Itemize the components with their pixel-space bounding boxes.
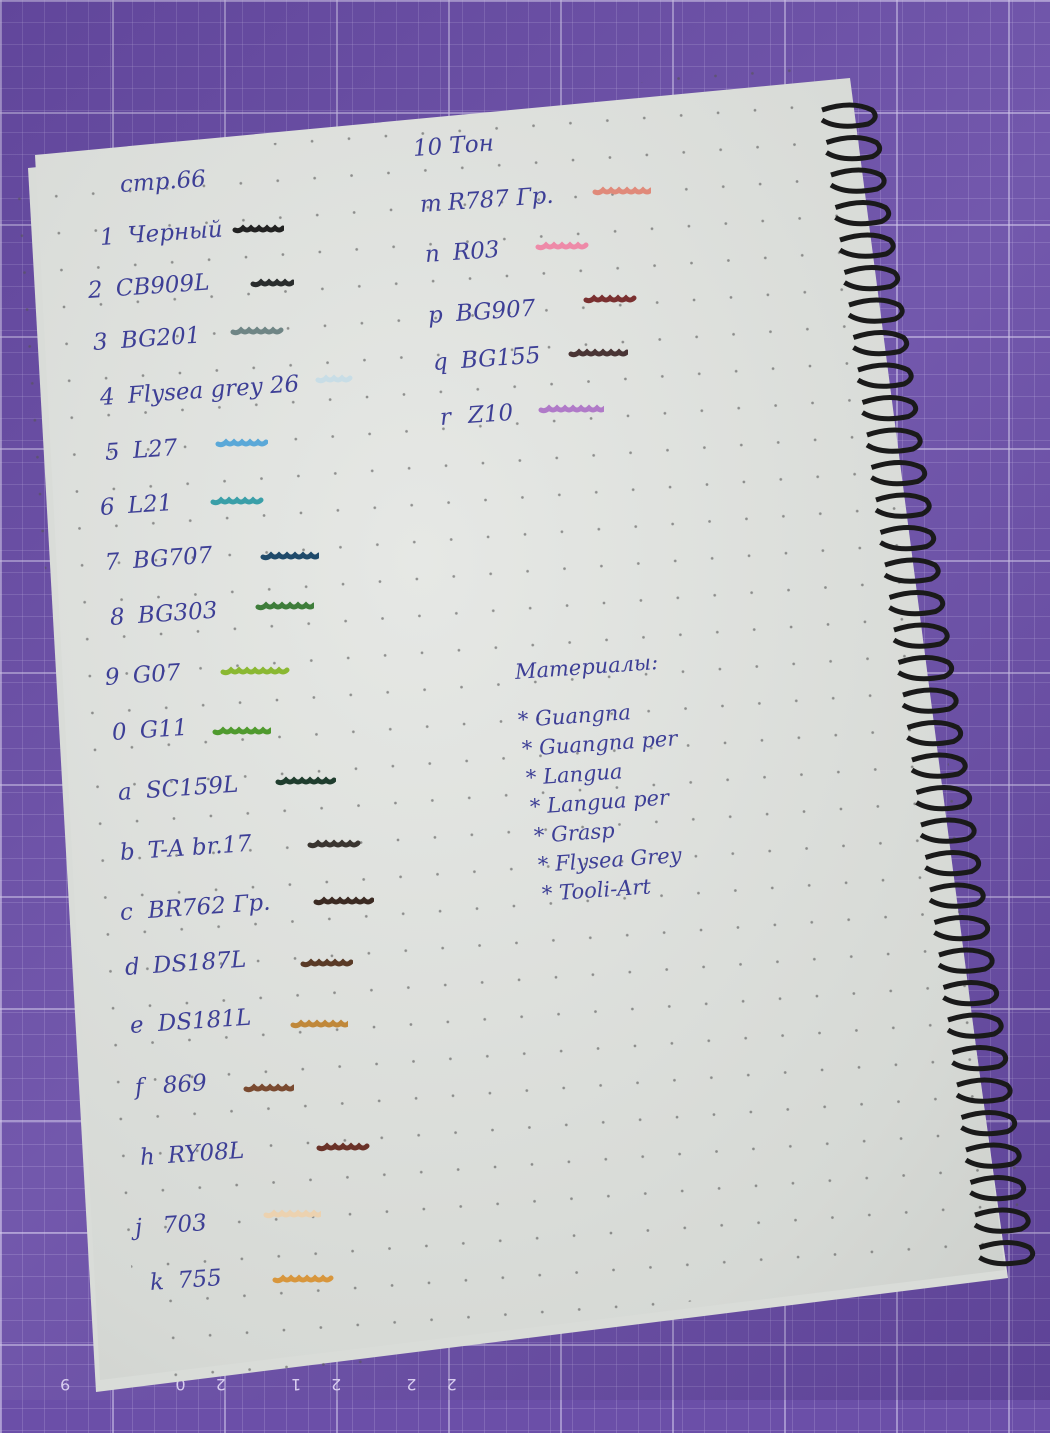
color-swatch (243, 1083, 294, 1093)
entry-key: 8 (109, 604, 126, 631)
entry-key: 6 (99, 494, 116, 521)
swatch-stroke (263, 1209, 321, 1219)
entry-code: L21 (127, 489, 174, 520)
swatch-entry: k 755 (149, 1265, 223, 1296)
entry-key: r (439, 404, 452, 431)
swatch-entry: f 869 (134, 1070, 208, 1101)
swatch-stroke (583, 294, 637, 304)
color-swatch (215, 438, 268, 448)
color-swatch (230, 326, 284, 336)
swatch-stroke (313, 896, 374, 906)
swatch-stroke (592, 186, 651, 196)
entry-key: h (139, 1143, 156, 1171)
entry-key: 4 (99, 384, 116, 411)
entry-code: Z10 (467, 399, 514, 430)
swatch-stroke (290, 1019, 348, 1029)
entry-key: 7 (104, 549, 121, 576)
swatch-stroke (315, 374, 353, 384)
color-swatch (315, 374, 353, 384)
color-swatch (313, 896, 374, 906)
color-swatch (212, 726, 271, 736)
entry-key: 0 (111, 719, 128, 746)
swatch-stroke (243, 1083, 294, 1093)
entry-code: RY08L (167, 1137, 245, 1170)
swatch-entry: 0 G11 (111, 715, 188, 746)
color-swatch (260, 551, 319, 561)
swatch-stroke (272, 1274, 334, 1284)
color-swatch (275, 776, 336, 786)
entry-key: d (124, 954, 141, 981)
entry-key: p (427, 302, 444, 329)
color-swatch (583, 294, 637, 304)
entry-code: 703 (162, 1210, 208, 1240)
entry-code: 755 (177, 1265, 223, 1295)
color-swatch (300, 958, 353, 968)
color-swatch (538, 404, 604, 414)
color-swatch (220, 666, 290, 676)
entry-key: a (117, 779, 133, 806)
entry-key: k (149, 1269, 165, 1296)
color-swatch (592, 186, 651, 196)
swatch-stroke (538, 404, 604, 414)
color-swatch (316, 1142, 370, 1152)
color-swatch (272, 1274, 334, 1284)
entry-code: BG303 (137, 597, 219, 630)
entry-key: 2 (87, 277, 104, 304)
entry-key: c (119, 899, 134, 926)
entry-code: G07 (132, 659, 182, 690)
swatch-stroke (220, 666, 290, 676)
swatch-stroke (275, 776, 336, 786)
color-swatch (232, 224, 284, 234)
swatch-entry: 5 L27 (104, 435, 178, 466)
swatch-stroke (260, 551, 319, 561)
entry-key: e (129, 1012, 145, 1039)
entry-key: 9 (104, 664, 121, 691)
swatch-stroke (307, 839, 361, 849)
entry-code: G11 (139, 714, 189, 745)
entry-code: L27 (132, 434, 179, 465)
entry-code: BG907 (455, 295, 537, 328)
color-swatch (568, 348, 628, 358)
color-swatch (250, 278, 294, 288)
swatch-stroke (255, 601, 314, 611)
swatch-stroke (316, 1142, 370, 1152)
entry-code: BG707 (132, 542, 214, 575)
entry-key: 5 (104, 439, 121, 466)
entry-key: q (432, 349, 449, 376)
entry-code: R03 (452, 236, 501, 267)
swatch-entry: 9 G07 (104, 660, 181, 691)
entry-key: n (424, 240, 441, 268)
swatch-stroke (535, 241, 589, 251)
entry-code: 869 (162, 1070, 208, 1100)
color-swatch (535, 241, 589, 251)
swatch-stroke (300, 958, 353, 968)
color-swatch (255, 601, 314, 611)
color-swatch (210, 496, 264, 506)
swatch-stroke (210, 496, 264, 506)
swatch-entry: r Z10 (439, 400, 514, 431)
swatch-stroke (215, 438, 268, 448)
color-swatch (290, 1019, 348, 1029)
swatch-entry: n R03 (424, 237, 500, 268)
swatch-stroke (230, 326, 284, 336)
swatch-stroke (568, 348, 628, 358)
entry-key: 1 (99, 224, 116, 251)
color-swatch (263, 1209, 321, 1219)
entry-code: BG201 (120, 322, 202, 355)
entry-key: b (119, 839, 136, 866)
entry-key: j (134, 1214, 144, 1241)
swatch-stroke (212, 726, 271, 736)
swatch-entry: 6 L21 (99, 490, 173, 521)
swatch-entry: j 703 (134, 1210, 208, 1241)
entry-key: f (134, 1074, 145, 1101)
entry-key: 3 (92, 329, 109, 356)
entry-code: BG155 (460, 342, 542, 375)
swatch-stroke (232, 224, 284, 234)
swatch-stroke (250, 278, 294, 288)
color-swatch (307, 839, 361, 849)
entry-key: m (419, 190, 443, 218)
